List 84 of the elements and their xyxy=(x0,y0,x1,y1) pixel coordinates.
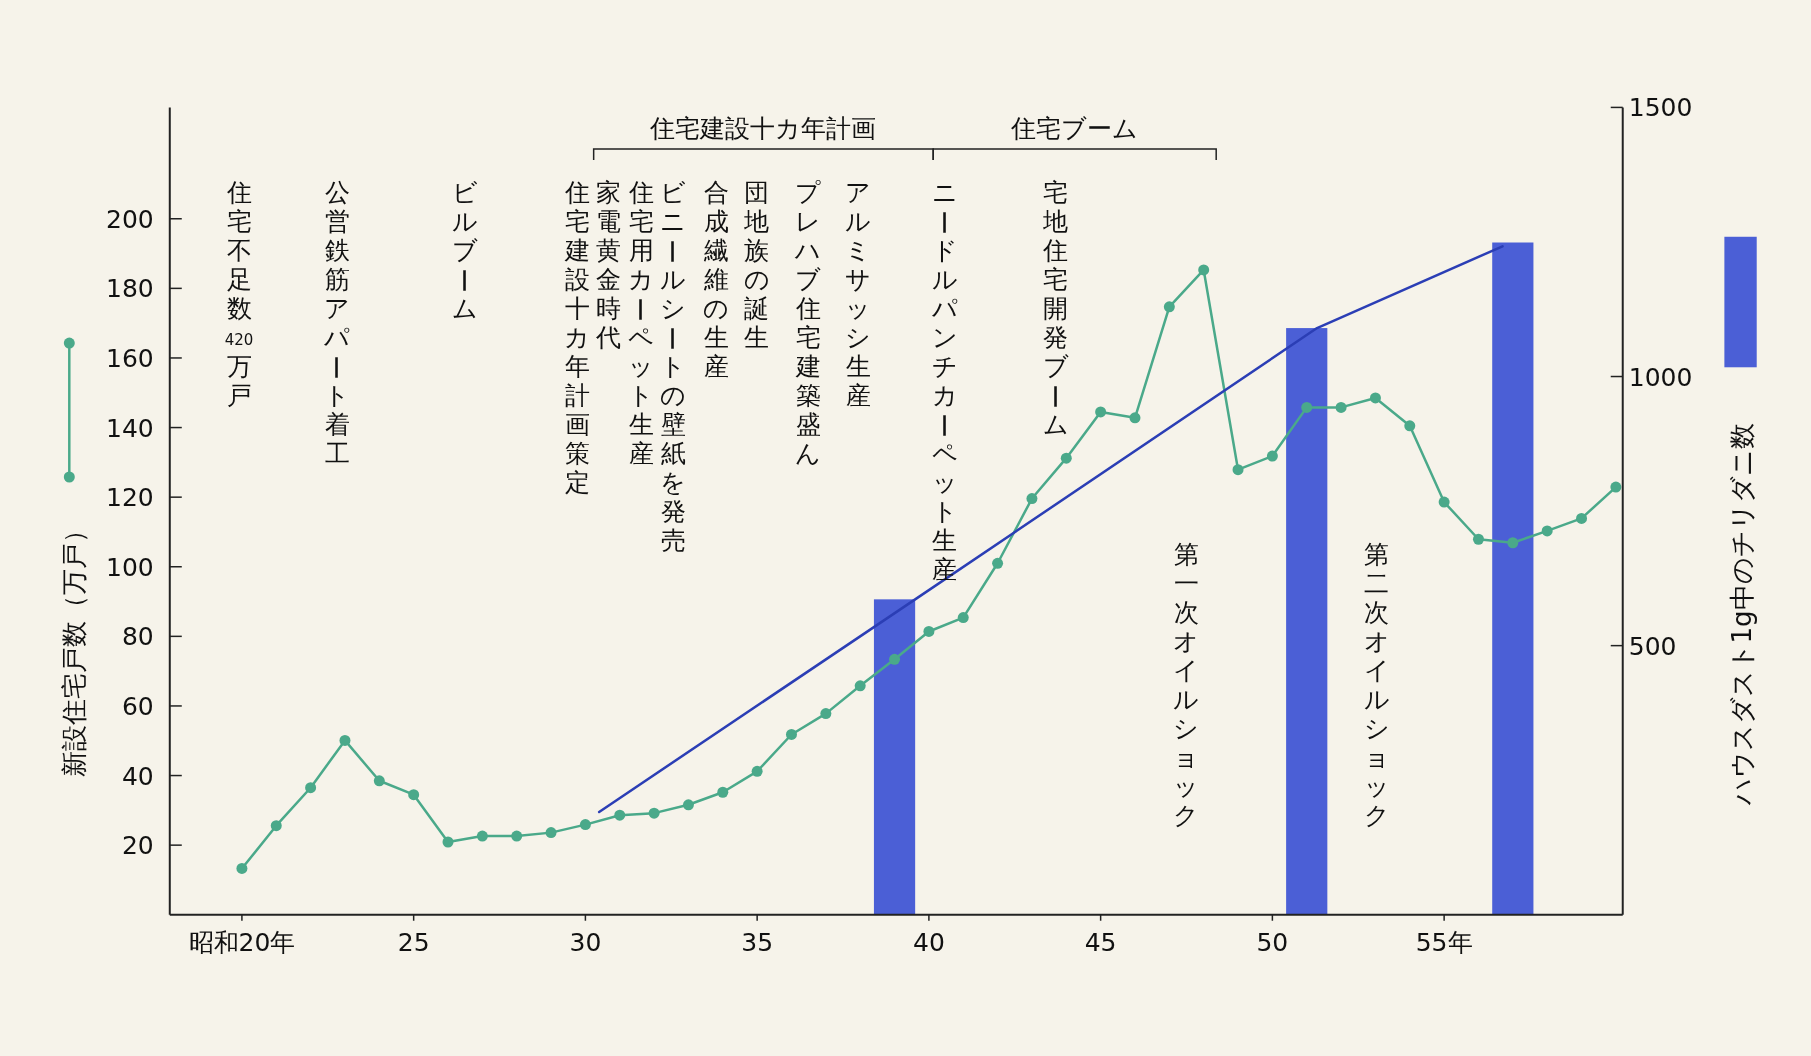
annotation: 住宅建設十カ年計画 xyxy=(649,113,877,143)
text: ビニールシートの壁紙を発売 xyxy=(657,178,687,556)
y-tick-label: 200 xyxy=(106,204,154,234)
annotation: 合成繊維の生産 xyxy=(702,178,730,382)
text: ニードルパンチカーペット生産 xyxy=(928,178,958,585)
bar xyxy=(1492,242,1534,915)
bar xyxy=(873,599,916,915)
y-tick-label: 40 xyxy=(121,761,154,791)
point xyxy=(1163,301,1175,313)
x-tick-label: 昭和20年 xyxy=(188,927,296,957)
x-tick-label: 30 xyxy=(569,927,602,957)
point xyxy=(854,680,866,692)
y2-tick-label: 500 xyxy=(1628,631,1677,661)
x-tick-label: 25 xyxy=(397,927,430,957)
x-tick-label: 50 xyxy=(1256,927,1289,957)
annotation: 住宅不足数420万戸 xyxy=(224,178,254,411)
text: 公営鉄筋アパート着工 xyxy=(321,178,351,469)
y2-tick-label: 1500 xyxy=(1628,93,1693,123)
text: 宅地住宅開発ブーム xyxy=(1039,178,1069,440)
x-tick-label: 40 xyxy=(912,927,945,957)
point xyxy=(1232,464,1244,476)
point xyxy=(1576,512,1588,524)
text: 住宅用カーペット生産 xyxy=(625,178,655,469)
x-tick-label: 45 xyxy=(1084,927,1117,957)
point xyxy=(682,799,694,811)
point xyxy=(511,830,523,842)
point xyxy=(1266,450,1278,462)
point xyxy=(579,819,591,831)
point xyxy=(820,708,832,720)
point xyxy=(1507,537,1519,549)
y-tick-label: 140 xyxy=(106,413,154,443)
point xyxy=(957,612,969,624)
y-tick-label: 60 xyxy=(121,691,154,721)
point xyxy=(1472,533,1484,545)
point xyxy=(614,809,626,821)
point xyxy=(1095,406,1107,418)
point xyxy=(648,807,660,819)
annotation: 家電黄金時代 xyxy=(595,178,622,353)
text: プレハブ住宅建築盛ん xyxy=(795,178,822,469)
text: 第一次オイルショック xyxy=(1173,539,1200,830)
point xyxy=(442,836,454,848)
y-tick-label: 100 xyxy=(106,552,154,582)
point xyxy=(1541,525,1553,537)
y-tick-label: 20 xyxy=(121,831,154,861)
text: 住宅建設十カ年計画策定 xyxy=(564,178,591,498)
x-tick-label: 55年 xyxy=(1415,927,1473,957)
point xyxy=(889,653,901,665)
point xyxy=(923,625,935,637)
point xyxy=(1335,401,1347,413)
annotation: アルミサッシ生産 xyxy=(845,178,872,411)
point xyxy=(1060,452,1072,464)
annotation: ビルブーム xyxy=(449,178,479,324)
point xyxy=(408,789,420,801)
point xyxy=(1369,392,1381,404)
point xyxy=(992,557,1004,569)
point xyxy=(236,862,248,874)
point xyxy=(305,782,317,794)
text: 第二次オイルショック xyxy=(1363,539,1390,830)
y-axis-title: 新設住宅戸数（万戸） xyxy=(59,516,90,777)
x-tick-label: 35 xyxy=(741,927,774,957)
annotation: 住宅ブーム xyxy=(1010,113,1139,143)
y-tick-label: 120 xyxy=(106,483,154,513)
point xyxy=(1610,481,1622,493)
point xyxy=(545,827,557,839)
point xyxy=(373,775,385,787)
point xyxy=(1026,493,1038,505)
point xyxy=(1198,264,1210,276)
y-tick-label: 180 xyxy=(106,274,154,304)
y2-tick-label: 1000 xyxy=(1628,362,1693,392)
point xyxy=(270,820,282,832)
point xyxy=(751,765,763,777)
y2-axis-title: ハウスダスト1g中のチリダニ数 xyxy=(1726,423,1757,807)
point xyxy=(1301,401,1313,413)
point xyxy=(717,786,729,798)
bar xyxy=(1286,328,1328,915)
point xyxy=(1129,412,1141,424)
annotation: 団地族の誕生 xyxy=(743,178,770,353)
point xyxy=(1438,496,1450,508)
point xyxy=(786,728,797,740)
point xyxy=(339,734,351,746)
y-tick-label: 160 xyxy=(106,343,154,373)
point xyxy=(476,830,488,842)
point xyxy=(1404,420,1416,432)
y-tick-label: 80 xyxy=(121,622,154,652)
